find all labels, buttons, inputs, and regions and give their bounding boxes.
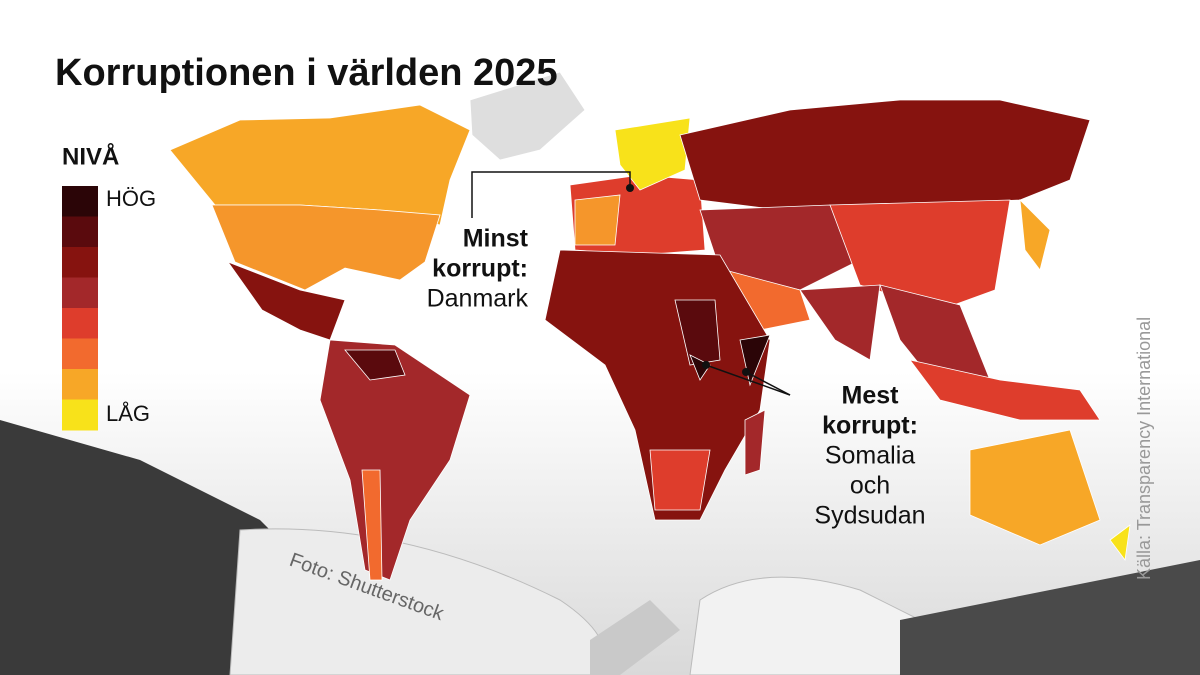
annotation-line: Mest — [842, 382, 900, 410]
legend-swatch — [62, 338, 98, 370]
legend-swatch — [62, 277, 98, 309]
legend-swatch — [62, 216, 98, 248]
title: Korruptionen i världen 2025 — [55, 52, 558, 94]
world-map — [169, 71, 1131, 581]
legend-swatch — [62, 369, 98, 400]
leader-lines — [471, 171, 791, 396]
photo — [0, 420, 1200, 675]
annotation-line: korrupt: — [822, 412, 918, 440]
annotation-line: Somalia — [825, 442, 915, 470]
annotation-line: Danmark — [427, 285, 529, 313]
legend-title: NIVÅ — [62, 142, 119, 170]
annotation-line: Minst — [463, 225, 529, 253]
legend-swatch — [62, 399, 98, 431]
source: Källa: Transparency International — [1134, 317, 1154, 580]
legend-swatch — [62, 308, 98, 339]
legend-swatch — [62, 186, 98, 217]
annotation-line: Sydsudan — [814, 502, 925, 530]
annotation-line: och — [850, 472, 890, 500]
legend-swatches — [62, 186, 98, 431]
markers — [626, 184, 750, 376]
legend-swatch — [62, 247, 98, 278]
annotation-line: korrupt: — [432, 255, 528, 283]
legend-low: LÅG — [106, 401, 150, 426]
legend-high: HÖG — [106, 186, 156, 211]
